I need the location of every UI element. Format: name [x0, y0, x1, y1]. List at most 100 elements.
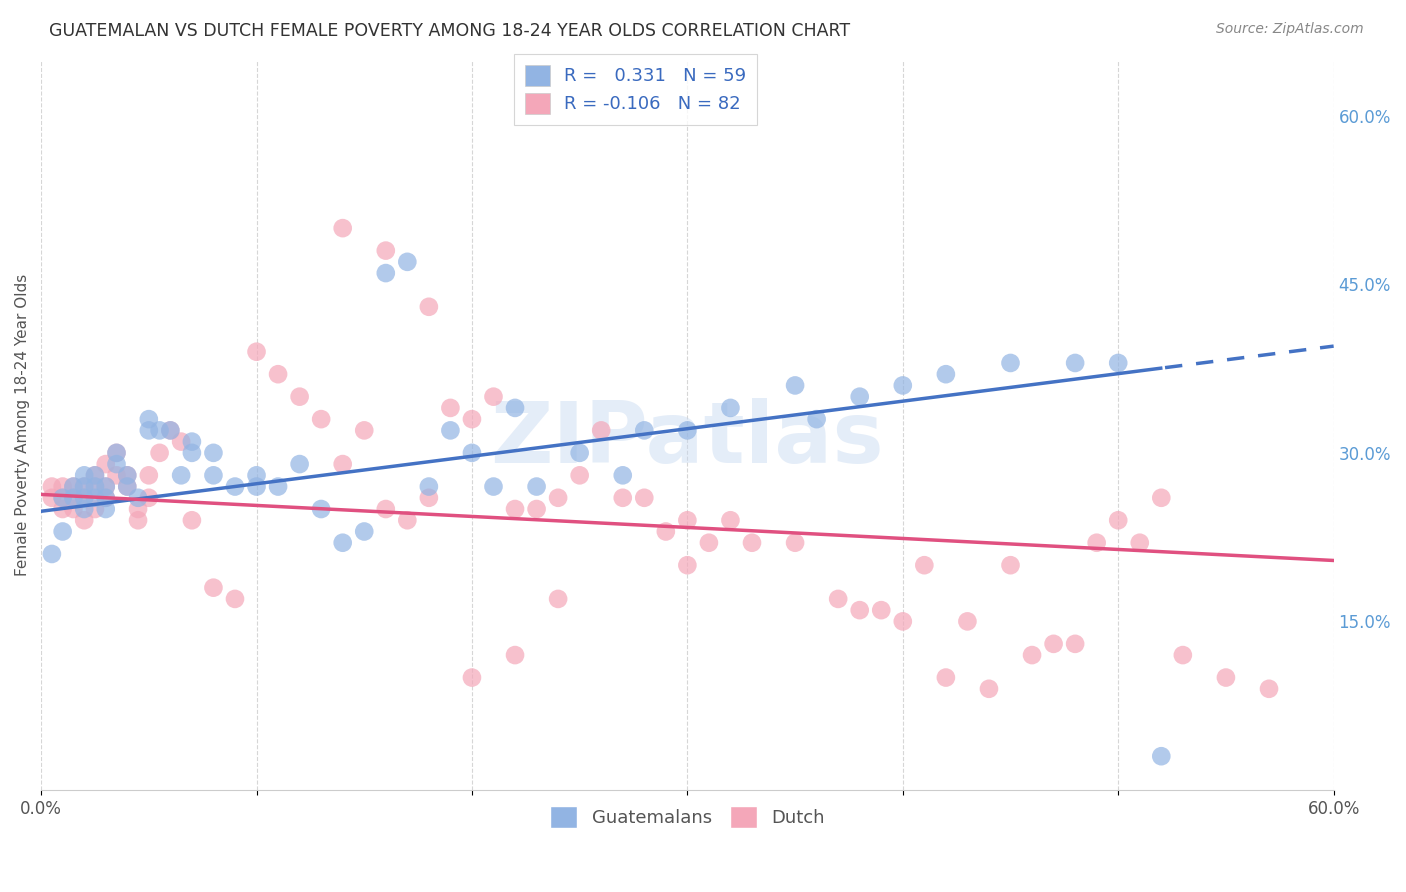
Point	[84, 468, 107, 483]
Point	[1085, 535, 1108, 549]
Point	[418, 491, 440, 505]
Point	[891, 378, 914, 392]
Point	[1150, 749, 1173, 764]
Point	[1129, 535, 1152, 549]
Point	[1107, 356, 1129, 370]
Point	[977, 681, 1000, 696]
Point	[439, 423, 461, 437]
Point	[353, 423, 375, 437]
Point	[396, 513, 419, 527]
Text: Source: ZipAtlas.com: Source: ZipAtlas.com	[1216, 22, 1364, 37]
Point	[127, 491, 149, 505]
Point	[482, 479, 505, 493]
Point	[180, 513, 202, 527]
Point	[935, 671, 957, 685]
Point	[73, 468, 96, 483]
Point	[439, 401, 461, 415]
Point	[482, 390, 505, 404]
Point	[180, 434, 202, 449]
Point	[568, 468, 591, 483]
Point	[62, 502, 84, 516]
Point	[1150, 491, 1173, 505]
Point	[741, 535, 763, 549]
Point	[633, 423, 655, 437]
Point	[245, 479, 267, 493]
Point	[526, 502, 548, 516]
Point	[202, 468, 225, 483]
Point	[676, 558, 699, 573]
Point	[676, 513, 699, 527]
Point	[332, 535, 354, 549]
Point	[1215, 671, 1237, 685]
Point	[138, 423, 160, 437]
Point	[332, 457, 354, 471]
Point	[84, 479, 107, 493]
Point	[105, 446, 128, 460]
Point	[503, 401, 526, 415]
Point	[655, 524, 678, 539]
Point	[84, 468, 107, 483]
Point	[127, 502, 149, 516]
Point	[418, 300, 440, 314]
Point	[94, 479, 117, 493]
Point	[1171, 648, 1194, 662]
Point	[62, 491, 84, 505]
Point	[783, 535, 806, 549]
Point	[73, 513, 96, 527]
Point	[503, 502, 526, 516]
Point	[138, 491, 160, 505]
Point	[720, 401, 742, 415]
Point	[547, 591, 569, 606]
Point	[159, 423, 181, 437]
Point	[267, 368, 290, 382]
Point	[418, 479, 440, 493]
Point	[267, 479, 290, 493]
Point	[41, 491, 63, 505]
Point	[52, 479, 75, 493]
Point	[591, 423, 613, 437]
Point	[94, 457, 117, 471]
Point	[848, 390, 870, 404]
Point	[117, 468, 139, 483]
Point	[84, 479, 107, 493]
Point	[461, 671, 484, 685]
Point	[783, 378, 806, 392]
Point	[612, 468, 634, 483]
Point	[84, 491, 107, 505]
Point	[676, 423, 699, 437]
Point	[170, 468, 193, 483]
Point	[526, 479, 548, 493]
Point	[697, 535, 720, 549]
Point	[224, 479, 246, 493]
Point	[149, 423, 172, 437]
Point	[1107, 513, 1129, 527]
Point	[1042, 637, 1064, 651]
Point	[105, 457, 128, 471]
Point	[94, 491, 117, 505]
Point	[41, 479, 63, 493]
Point	[374, 244, 396, 258]
Point	[127, 513, 149, 527]
Point	[52, 491, 75, 505]
Point	[62, 479, 84, 493]
Point	[912, 558, 935, 573]
Point	[374, 502, 396, 516]
Point	[94, 502, 117, 516]
Point	[568, 446, 591, 460]
Point	[41, 547, 63, 561]
Point	[374, 266, 396, 280]
Point	[891, 615, 914, 629]
Point	[105, 468, 128, 483]
Point	[1064, 637, 1087, 651]
Point	[1258, 681, 1281, 696]
Text: GUATEMALAN VS DUTCH FEMALE POVERTY AMONG 18-24 YEAR OLDS CORRELATION CHART: GUATEMALAN VS DUTCH FEMALE POVERTY AMONG…	[49, 22, 851, 40]
Point	[633, 491, 655, 505]
Point	[202, 581, 225, 595]
Point	[84, 502, 107, 516]
Point	[332, 221, 354, 235]
Point	[180, 446, 202, 460]
Point	[309, 412, 332, 426]
Point	[138, 412, 160, 426]
Point	[547, 491, 569, 505]
Point	[245, 468, 267, 483]
